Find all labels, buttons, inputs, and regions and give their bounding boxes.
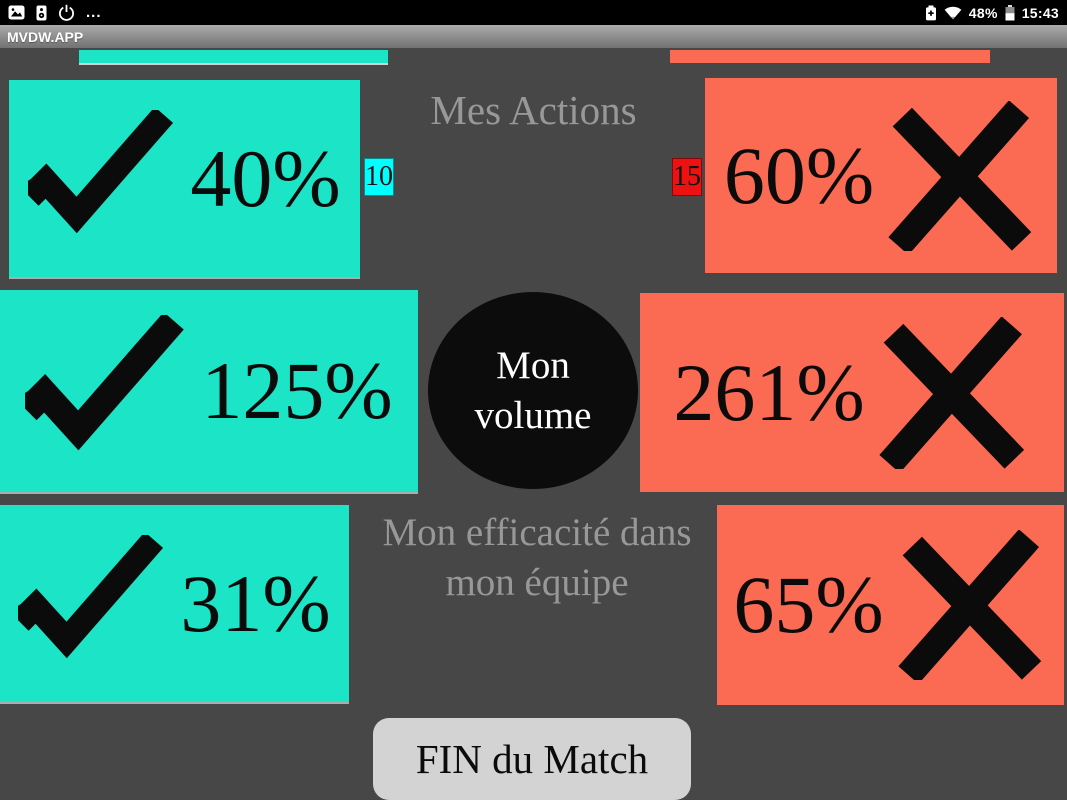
battery-percent-text: 48%	[968, 4, 998, 21]
more-notifications-ellipsis: ...	[86, 3, 102, 21]
end-match-button[interactable]: FIN du Match	[373, 718, 691, 800]
success-efficiency-box[interactable]: 31%	[0, 505, 349, 702]
clock-text: 15:43	[1021, 4, 1059, 21]
actions-section-label-text: Mes Actions	[430, 87, 637, 133]
actions-section-label: Mes Actions	[0, 85, 1067, 135]
end-match-button-label: FIN du Match	[415, 736, 649, 782]
efficiency-label-line2: mon équipe	[445, 561, 629, 604]
system-status-icons: 48% 15:43	[925, 4, 1059, 21]
notification-icons: ...	[8, 4, 102, 21]
efficiency-label-line1: Mon efficacité dans	[382, 511, 692, 554]
positive-count-value: 10	[365, 161, 393, 192]
battery-saver-icon	[925, 5, 937, 21]
status-bar[interactable]: ... 48% 15:43	[0, 0, 1067, 25]
negative-count-value: 15	[673, 161, 701, 192]
success-rate-value: 40%	[190, 132, 341, 224]
cross-icon	[898, 530, 1048, 680]
success-volume-value: 125%	[201, 345, 393, 436]
fail-efficiency-value: 65%	[733, 559, 884, 650]
check-icon	[28, 109, 176, 248]
wifi-icon	[944, 6, 962, 20]
app-title-bar: MVDW.APP	[0, 25, 1067, 48]
peek-negative-bar	[670, 50, 990, 63]
success-rate-box-actions[interactable]: 40%	[9, 80, 360, 277]
cross-icon	[888, 100, 1038, 251]
app-title: MVDW.APP	[7, 28, 84, 45]
screenshot-image-icon	[8, 5, 25, 20]
check-icon	[25, 315, 187, 467]
fail-rate-box-actions[interactable]: 60%	[705, 78, 1057, 273]
efficiency-section-label: Mon efficacité dans mon équipe	[182, 508, 892, 608]
fail-volume-box[interactable]: 261%	[640, 293, 1064, 492]
check-icon	[18, 534, 166, 673]
volume-circle[interactable]: Mon volume	[428, 292, 638, 489]
power-saver-icon	[58, 4, 75, 21]
success-efficiency-value: 31%	[180, 557, 331, 649]
volume-circle-line2: volume	[474, 393, 592, 437]
positive-count-badge: 10	[364, 158, 394, 196]
fail-volume-value: 261%	[673, 346, 865, 438]
fail-efficiency-box[interactable]: 65%	[717, 505, 1064, 705]
speaker-icon	[36, 5, 47, 21]
volume-circle-line1: Mon	[496, 343, 570, 387]
peek-positive-bar	[79, 50, 388, 63]
success-volume-box[interactable]: 125%	[0, 290, 418, 492]
battery-icon	[1005, 4, 1015, 21]
fail-rate-value: 60%	[723, 129, 875, 221]
cross-icon	[879, 316, 1031, 469]
negative-count-badge: 15	[672, 158, 702, 196]
